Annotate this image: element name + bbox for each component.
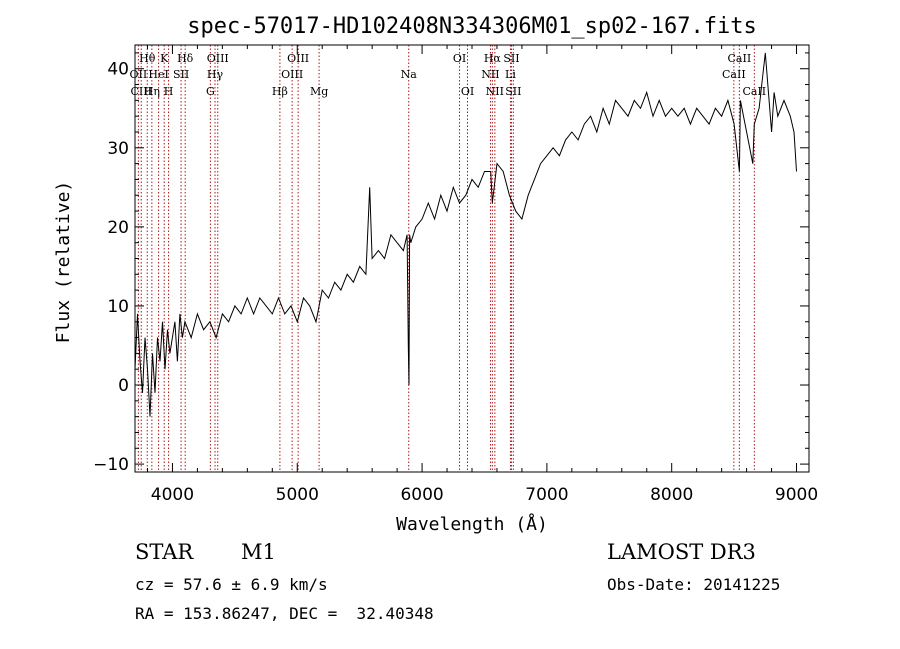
spectral-line-label: G	[206, 85, 215, 98]
y-axis-label: Flux (relative)	[53, 181, 74, 344]
spectral-line-label: Hθ	[139, 52, 156, 65]
spectral-line-label: SII	[505, 85, 521, 98]
redshift-text: cz = 57.6 ± 6.9 km/s	[135, 575, 328, 594]
coordinates-text: RA = 153.86247, DEC = 32.40348	[135, 604, 434, 623]
x-tick-label: 7000	[525, 485, 568, 505]
y-tick-label: 0	[118, 376, 129, 396]
spectral-line-label: HeI	[148, 68, 168, 81]
spectral-line-label: Na	[401, 68, 418, 81]
x-tick-label: 8000	[650, 485, 693, 505]
y-tick-label: 10	[107, 297, 129, 317]
plot-frame	[134, 44, 810, 473]
spectral-line-label: OII	[130, 68, 148, 81]
x-tick-label: 9000	[775, 485, 818, 505]
spectral-line-markers	[137, 45, 755, 472]
spectral-line-label: CIII	[131, 85, 152, 98]
object-subclass: M1	[241, 540, 276, 564]
spectral-line-label: OI	[453, 52, 466, 65]
obs-date-text: Obs-Date: 20141225	[607, 575, 781, 594]
spectral-line-label: Hβ	[272, 85, 288, 98]
spectral-line-label: OIII	[287, 52, 309, 65]
x-tick-label: 4000	[151, 485, 194, 505]
spectral-line-label: Hα	[484, 52, 502, 65]
spectral-line-label: Hη	[144, 85, 160, 98]
spectral-line-label: SII	[503, 52, 519, 65]
x-tick-label: 6000	[400, 485, 443, 505]
survey-name: LAMOST DR3	[607, 540, 756, 564]
y-axis-ticks: −10 0 10 20 30 40	[93, 52, 809, 475]
spectral-line-label: Li	[505, 68, 516, 81]
spectral-line-labels: Hθ OII CIII K HeI Hη Hδ SII H OIII Hγ G OIII OIII Hβ Mg…	[130, 52, 767, 98]
spectral-line-label: CaII	[742, 85, 766, 98]
spectrum-line	[134, 52, 797, 417]
spectrum-series	[134, 52, 797, 417]
x-tick-label: 5000	[276, 485, 319, 505]
spectral-line-label: Hδ	[177, 52, 194, 65]
x-axis-label: Wavelength (Å)	[396, 513, 548, 535]
spectral-line-label: NII	[486, 85, 504, 98]
spectral-line-label: SII	[173, 68, 189, 81]
y-tick-label: −10	[93, 455, 129, 475]
y-tick-label: 40	[107, 60, 129, 80]
spectral-line-label: CaII	[728, 52, 752, 65]
spectral-line-label: K	[160, 52, 169, 65]
chart-title: spec-57017-HD102408N334306M01_sp02-167.f…	[187, 14, 757, 39]
spectral-line-label: NII	[481, 68, 499, 81]
spectral-line-label: Hγ	[207, 68, 224, 81]
x-axis-ticks: 4000 5000 6000 7000 8000 9000	[146, 45, 818, 505]
y-tick-label: 30	[107, 139, 129, 159]
spectral-line-label: OI	[461, 85, 474, 98]
spectral-line-label: OIII	[207, 52, 229, 65]
spectral-line-label: H	[164, 85, 174, 98]
spectral-line-label: CaII	[722, 68, 746, 81]
spectral-line-label: OIII	[281, 68, 303, 81]
spectral-line-label: Mg	[310, 85, 328, 98]
y-tick-label: 20	[107, 218, 129, 238]
object-class: STAR	[135, 540, 194, 564]
